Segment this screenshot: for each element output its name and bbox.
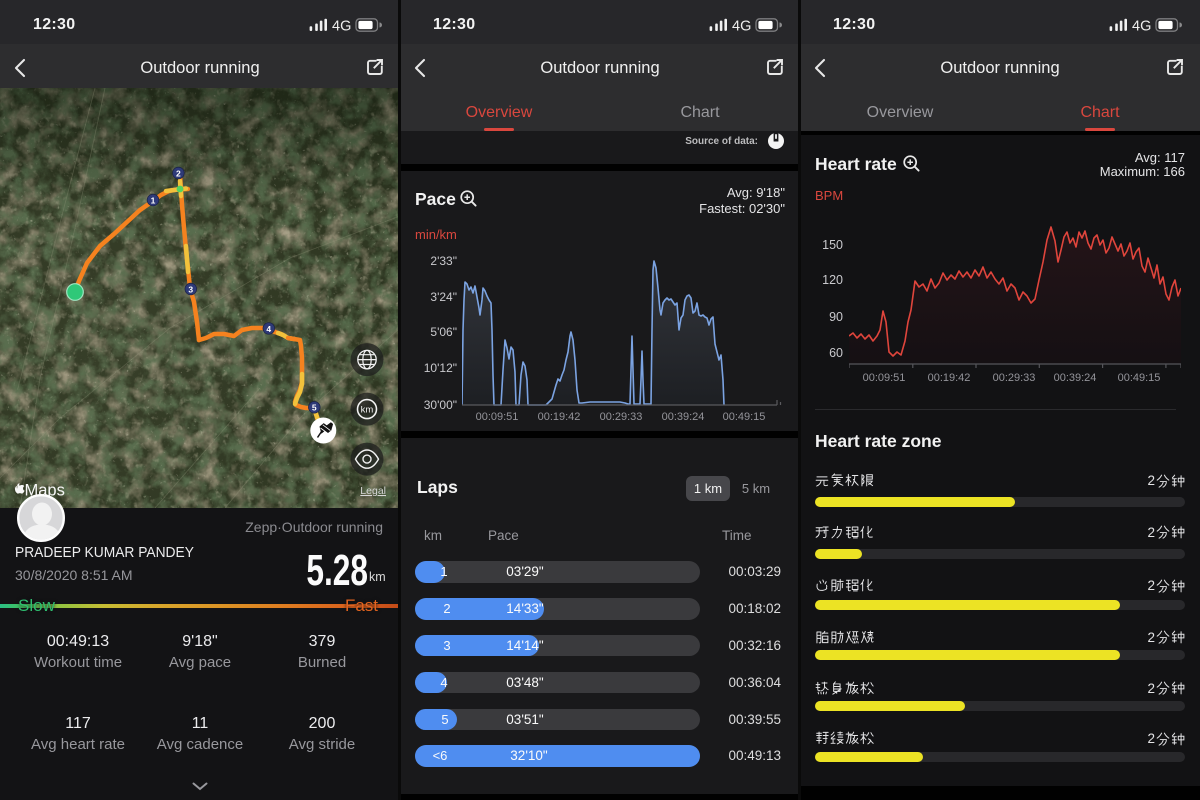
svg-text:km: km (361, 405, 374, 416)
svg-text:1: 1 (151, 195, 156, 205)
svg-text:3: 3 (188, 284, 193, 294)
svg-text:2: 2 (176, 168, 181, 178)
svg-text:4: 4 (266, 324, 271, 334)
svg-text:5: 5 (312, 403, 317, 413)
svg-text:Legal: Legal (360, 485, 386, 497)
